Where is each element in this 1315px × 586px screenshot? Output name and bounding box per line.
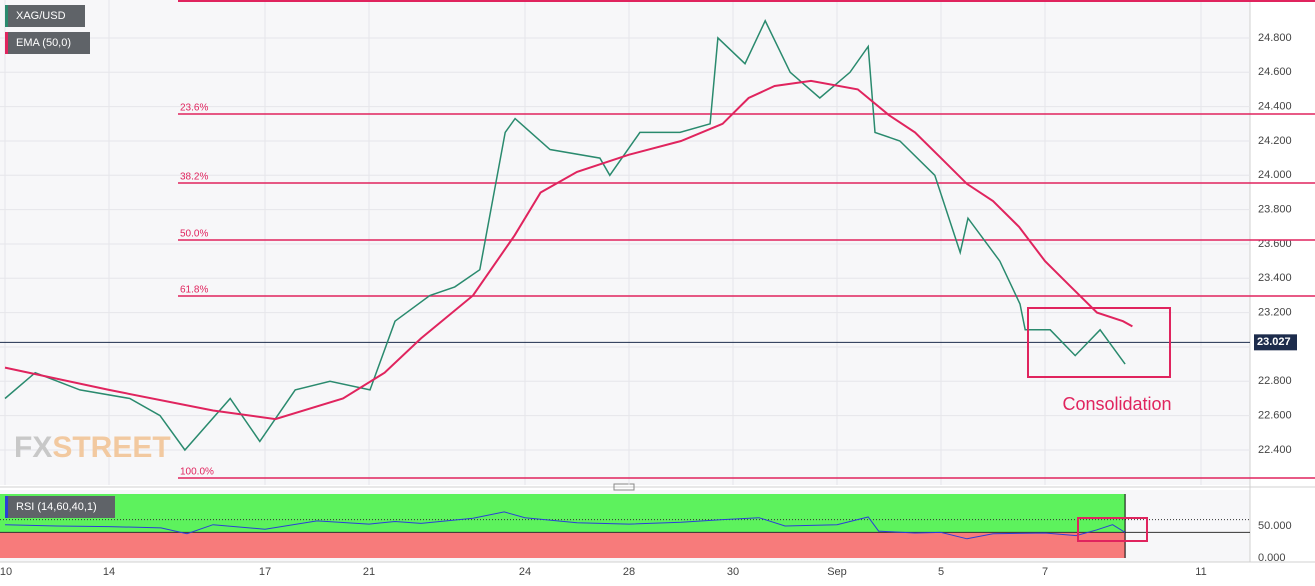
legend-box[interactable] (5, 496, 115, 518)
x-tick-label: 7 (1042, 566, 1048, 578)
y-tick-label: 24.200 (1258, 135, 1292, 147)
rsi-lower-zone (0, 532, 1126, 558)
x-tick-label: 11 (1195, 566, 1206, 578)
legend-label: XAG/USD (16, 10, 66, 22)
x-tick-label: 28 (623, 566, 635, 578)
consolidation-box (1027, 307, 1171, 378)
watermark-part: FX (14, 431, 52, 464)
series-line (4, 79, 1133, 421)
x-tick-label: 21 (363, 566, 375, 578)
y-tick-label: 23.200 (1258, 307, 1292, 319)
y-tick-label: 23.600 (1258, 238, 1292, 250)
x-tick-label: Sep (827, 566, 847, 578)
watermark-part: STREET (52, 431, 170, 464)
fib-label: 23.6% (180, 103, 208, 114)
y-tick-label: 22.400 (1258, 444, 1292, 456)
y-tick-label: 24.600 (1258, 66, 1292, 78)
y-tick-label: 22.600 (1258, 410, 1292, 422)
x-tick-label: 30 (727, 566, 739, 578)
x-tick-label: 14 (103, 566, 115, 578)
series-line (4, 511, 1126, 540)
x-tick-label: 5 (938, 566, 944, 578)
rsi-upper-zone (0, 494, 1126, 533)
rsi-box (1077, 517, 1148, 542)
fib-label: 100.0% (180, 467, 214, 478)
annotation: Consolidation (1062, 394, 1171, 414)
y-tick-label: 50.000 (1258, 520, 1292, 532)
y-tick-label: 0.000 (1258, 552, 1286, 564)
x-tick-label: 17 (259, 566, 271, 578)
current-price-box (1254, 334, 1297, 351)
y-tick-label: 23.400 (1258, 272, 1292, 284)
legend-label: EMA (50,0) (16, 37, 71, 49)
legend-box[interactable] (5, 32, 90, 54)
price-panel (0, 0, 1250, 485)
y-tick-label: 23.800 (1258, 204, 1292, 216)
resize-handle[interactable] (613, 483, 635, 491)
legend-swatch (5, 32, 8, 54)
x-tick-label: 24 (519, 566, 531, 578)
legend-label: RSI (14,60,40,1) (16, 501, 97, 513)
current-price-label: 23.027 (1257, 336, 1291, 348)
y-tick-label: 24.800 (1258, 32, 1292, 44)
legend-box[interactable] (5, 5, 85, 27)
y-tick-label: 24.000 (1258, 169, 1292, 181)
x-tick-label: 10 (0, 566, 12, 578)
fib-label: 50.0% (180, 229, 208, 240)
watermark: FXSTREET (14, 431, 171, 464)
legend: XAG/USD EMA (50,0) RSI (14,60,40,1) (5, 5, 115, 518)
series-line (4, 19, 1126, 452)
legend-swatch (5, 496, 8, 518)
fib-label: 61.8% (180, 285, 208, 296)
legend-swatch (5, 5, 8, 27)
y-tick-label: 24.400 (1258, 101, 1292, 113)
fib-label: 38.2% (180, 172, 208, 183)
y-tick-label: 22.800 (1258, 375, 1292, 387)
